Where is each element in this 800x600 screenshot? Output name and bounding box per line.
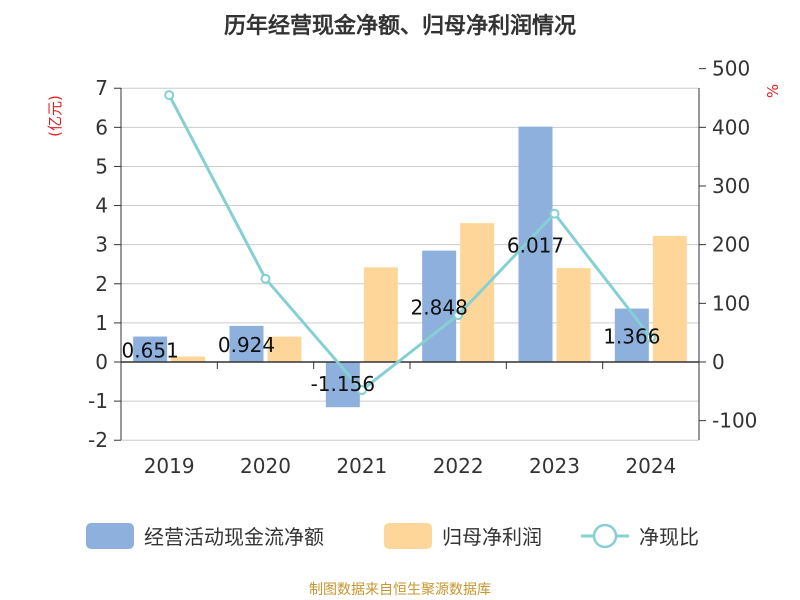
ratio-point <box>549 208 560 219</box>
left-axis-tick-label: -2 <box>88 428 108 452</box>
right-axis-tick-label: 100 <box>712 291 750 315</box>
right-axis-unit: % <box>764 84 782 98</box>
right-axis-tick-label: 500 <box>712 57 750 81</box>
ratio-point <box>164 90 175 101</box>
right-axis-tick-label: 0 <box>712 350 725 374</box>
left-axis-tick-label: 1 <box>95 311 108 335</box>
legend-cash-flow-swatch <box>86 523 134 549</box>
x-axis-tick-label: 2021 <box>336 454 387 478</box>
left-axis-tick-label: 5 <box>95 154 108 178</box>
tick-labels: 7 6 5 4 3 2 1 0 -1 -2 500 400 300 200 100 0 -100 2019 2020… <box>88 57 757 478</box>
chart-title: 历年经营现金净额、归母净利润情况 <box>224 13 576 39</box>
left-axis-tick-label: 7 <box>95 76 108 100</box>
net-profit-bar <box>363 267 398 362</box>
ratio-line-series <box>164 90 656 396</box>
x-axis-tick-label: 2024 <box>625 454 676 478</box>
right-axis-tick-label: -100 <box>712 409 757 433</box>
left-axis-tick-label: 3 <box>95 233 108 257</box>
ratio-point <box>356 385 367 396</box>
legend-net-profit-swatch <box>384 523 432 549</box>
net-profit-bar <box>460 223 495 362</box>
cash-flow-bar <box>133 336 168 362</box>
cash-flow-data-label: 6.017 <box>507 233 564 257</box>
left-axis-tick-label: 0 <box>95 350 108 374</box>
legend-cash-flow[interactable]: 经营活动现金流净额 <box>86 523 324 549</box>
bar-series <box>133 126 687 408</box>
ratio-point <box>260 273 271 284</box>
legend-net-profit[interactable]: 归母净利润 <box>384 523 542 549</box>
left-axis-tick-label: 6 <box>95 115 108 139</box>
x-axis-tick-label: 2023 <box>529 454 580 478</box>
ratio-line <box>167 94 653 393</box>
net-profit-bar <box>556 268 591 362</box>
source-note: 制图数据来自恒生聚源数据库 <box>309 582 491 598</box>
cash-flow-data-label: 0.651 <box>122 338 179 362</box>
right-axis-tick-label: 200 <box>712 233 750 257</box>
right-axis-tick-label: 400 <box>712 115 750 139</box>
cash-flow-data-label: -1.156 <box>311 372 375 396</box>
left-axis-tick-label: 4 <box>95 194 108 218</box>
legend: 经营活动现金流净额 归母净利润 净现比 <box>86 523 699 549</box>
cash-flow-bar <box>229 325 264 362</box>
legend-cash-flow-label: 经营活动现金流净额 <box>144 525 324 549</box>
legend-ratio-marker <box>592 523 618 549</box>
right-axis-tick-label: 300 <box>712 174 750 198</box>
cash-flow-bar <box>614 308 649 362</box>
left-axis-tick-label: -1 <box>88 389 108 413</box>
gridlines <box>121 87 699 441</box>
x-axis-tick-label: 2022 <box>433 454 484 478</box>
cash-flow-data-label: 0.924 <box>218 333 275 357</box>
data-labels: 0.651 0.924 -1.156 2.848 6.017 1.366 <box>122 233 661 396</box>
net-profit-bar <box>171 356 206 362</box>
legend-ratio-label: 净现比 <box>639 525 699 549</box>
x-axis-tick-label: 2020 <box>240 454 291 478</box>
net-profit-bar <box>652 236 687 362</box>
left-axis-tick-label: 2 <box>95 272 108 296</box>
x-axis-tick-label: 2019 <box>144 454 195 478</box>
left-axis-unit: (亿元) <box>46 95 64 137</box>
cash-flow-data-label: 1.366 <box>603 324 660 348</box>
ratio-point <box>645 332 656 343</box>
axes <box>114 68 706 441</box>
legend-net-profit-label: 归母净利润 <box>442 525 542 549</box>
legend-ratio[interactable]: 净现比 <box>581 523 699 549</box>
net-profit-bar <box>267 336 302 362</box>
cash-flow-data-label: 2.848 <box>411 295 468 319</box>
cash-flow-bar <box>422 250 457 362</box>
ratio-point <box>453 310 464 321</box>
